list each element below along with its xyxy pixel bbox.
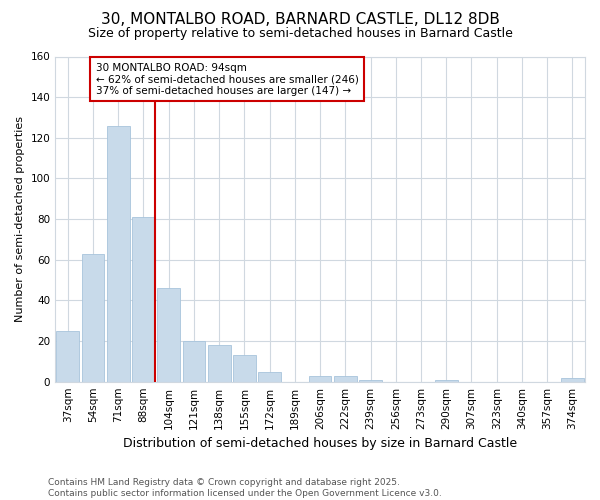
Y-axis label: Number of semi-detached properties: Number of semi-detached properties — [15, 116, 25, 322]
Bar — [309, 376, 331, 382]
Bar — [334, 376, 356, 382]
Text: Size of property relative to semi-detached houses in Barnard Castle: Size of property relative to semi-detach… — [88, 28, 512, 40]
Text: Contains HM Land Registry data © Crown copyright and database right 2025.
Contai: Contains HM Land Registry data © Crown c… — [48, 478, 442, 498]
Bar — [258, 372, 281, 382]
Bar — [56, 331, 79, 382]
Bar — [359, 380, 382, 382]
X-axis label: Distribution of semi-detached houses by size in Barnard Castle: Distribution of semi-detached houses by … — [123, 437, 517, 450]
Bar — [107, 126, 130, 382]
Bar — [132, 217, 155, 382]
Bar — [208, 345, 230, 382]
Bar — [233, 356, 256, 382]
Bar — [82, 254, 104, 382]
Text: 30 MONTALBO ROAD: 94sqm
← 62% of semi-detached houses are smaller (246)
37% of s: 30 MONTALBO ROAD: 94sqm ← 62% of semi-de… — [95, 62, 358, 96]
Text: 30, MONTALBO ROAD, BARNARD CASTLE, DL12 8DB: 30, MONTALBO ROAD, BARNARD CASTLE, DL12 … — [101, 12, 499, 28]
Bar — [182, 341, 205, 382]
Bar — [561, 378, 584, 382]
Bar — [157, 288, 180, 382]
Bar — [435, 380, 458, 382]
